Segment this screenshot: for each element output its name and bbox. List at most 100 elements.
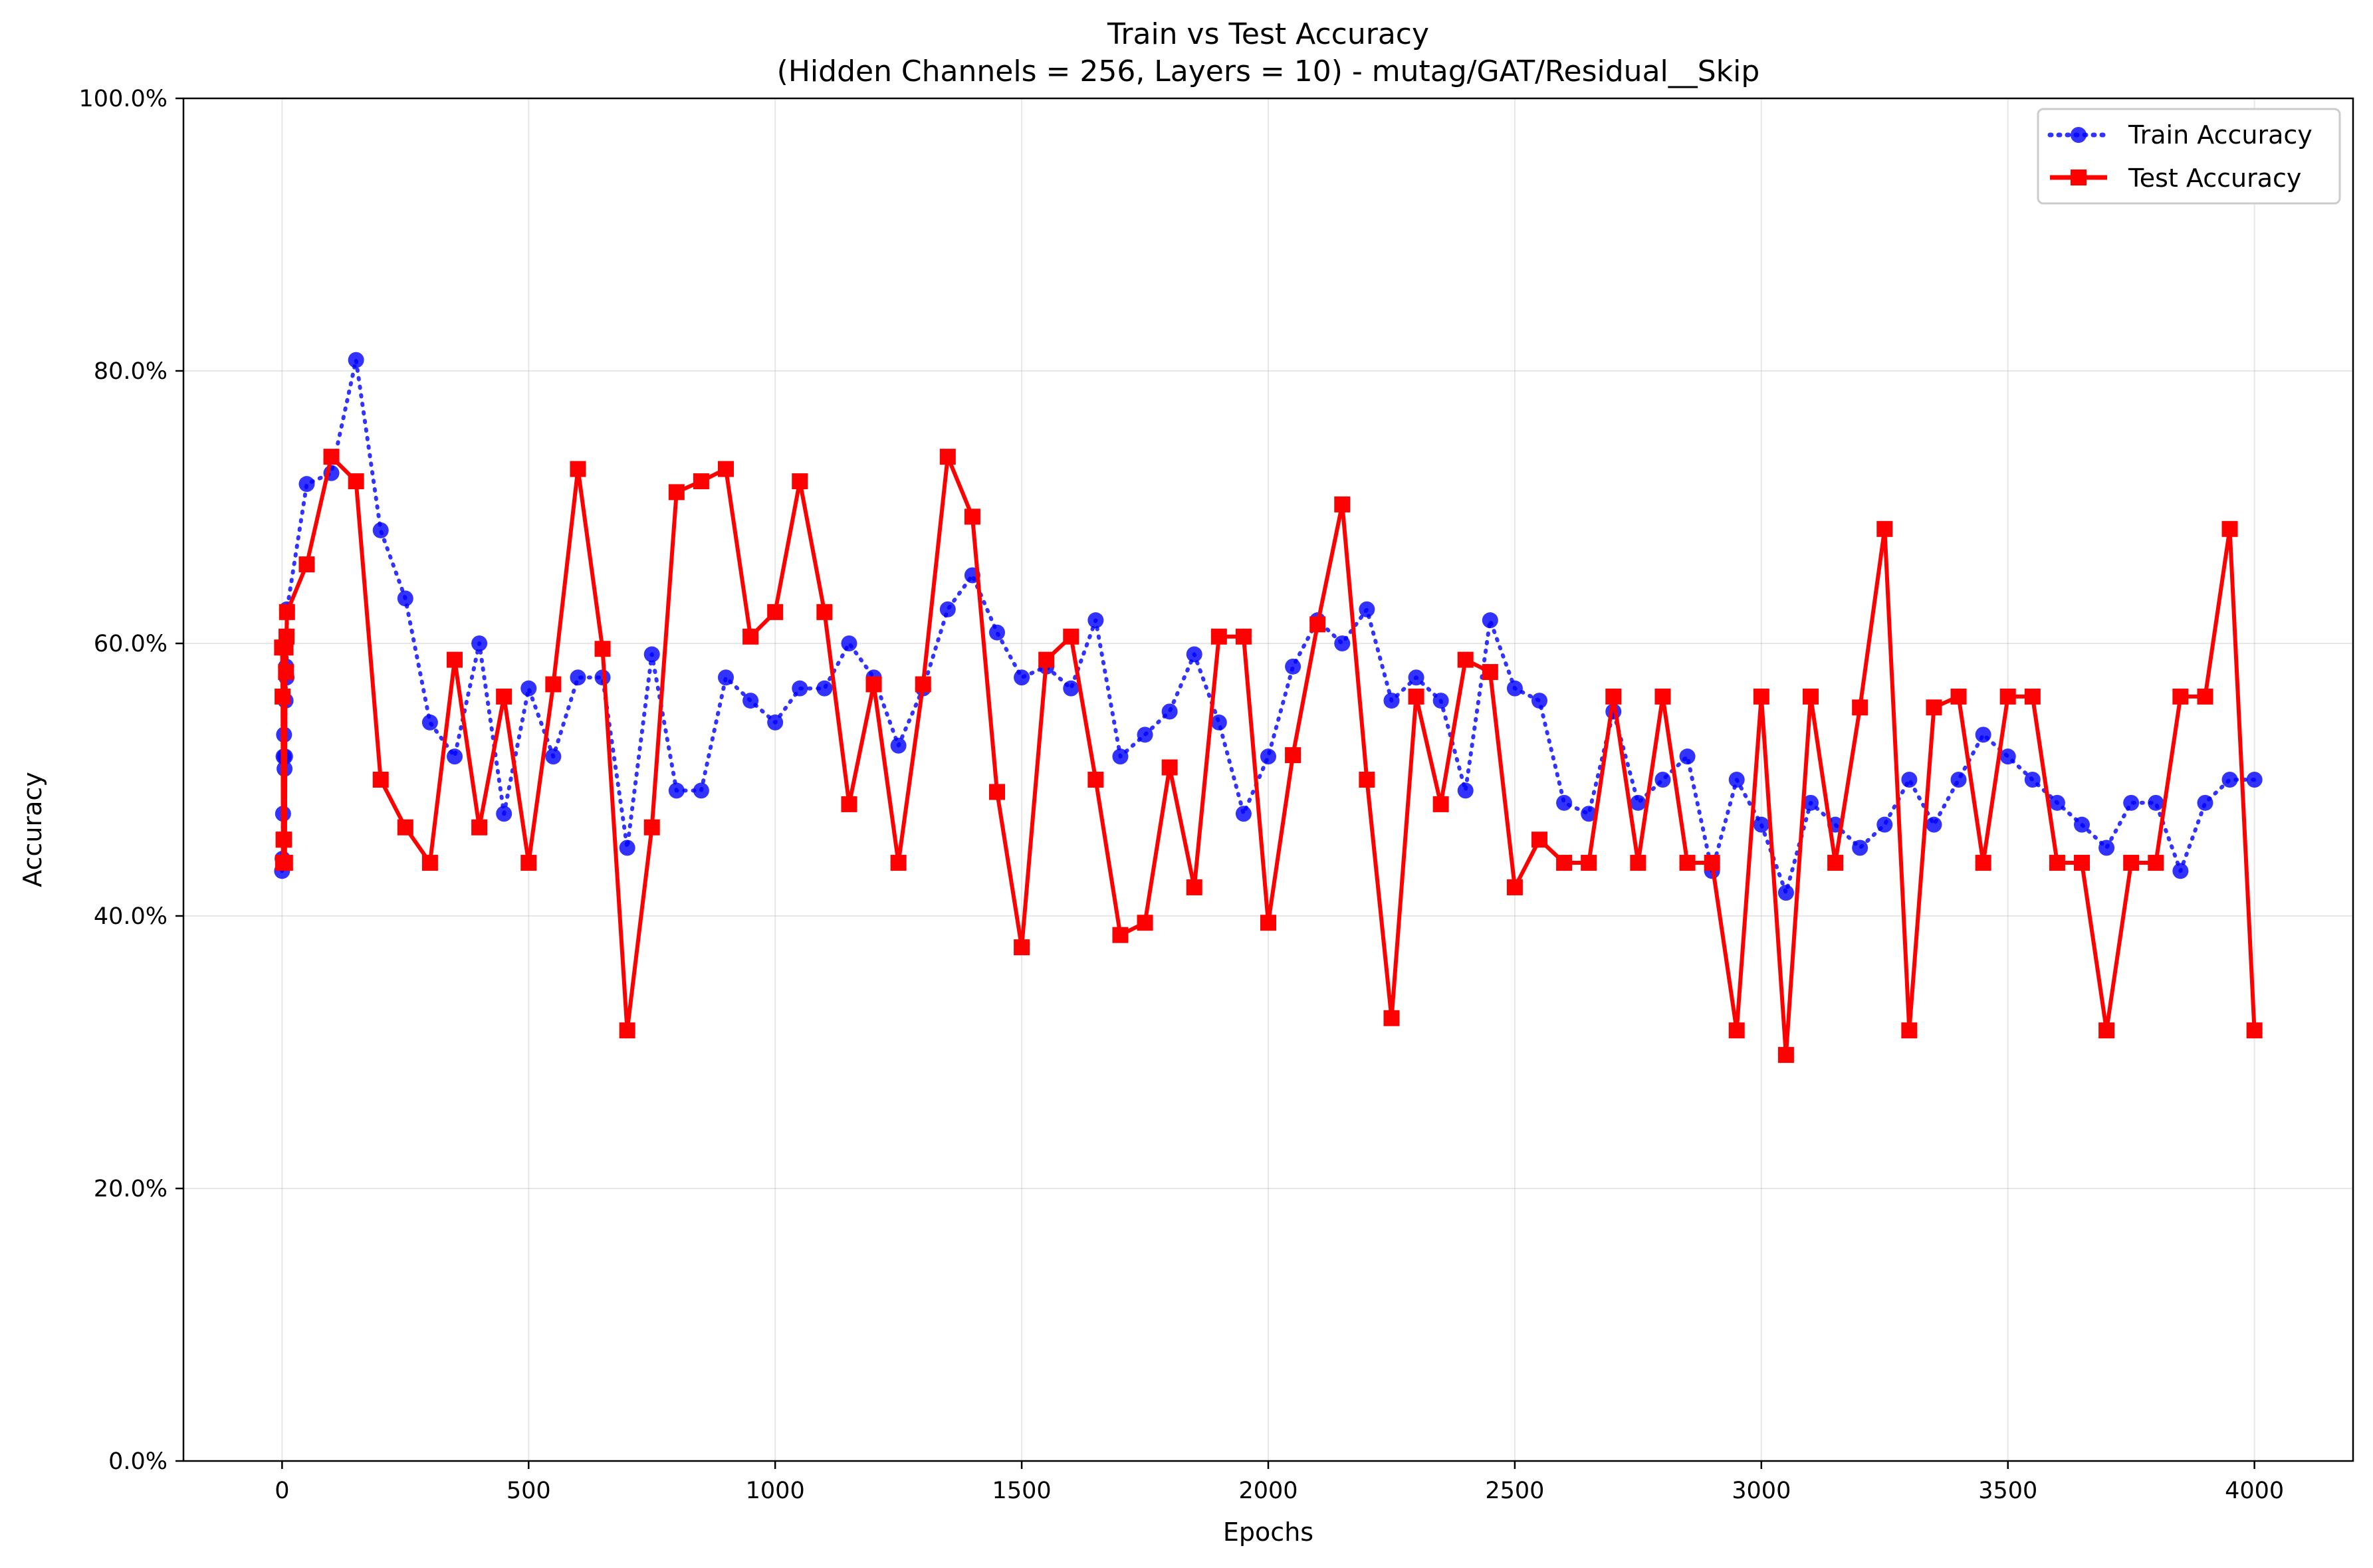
train-point bbox=[1359, 601, 1375, 617]
test-point bbox=[545, 676, 562, 693]
train-point bbox=[1506, 680, 1523, 697]
train-point bbox=[1556, 794, 1573, 811]
y-tick-label: 40.0% bbox=[94, 903, 168, 930]
train-point bbox=[1803, 794, 1819, 811]
train-point bbox=[2197, 794, 2213, 811]
test-point bbox=[841, 796, 857, 812]
train-point bbox=[2148, 794, 2164, 811]
test-point bbox=[276, 832, 292, 848]
test-point bbox=[668, 484, 685, 501]
train-point bbox=[1186, 646, 1202, 663]
x-axis-label: Epochs bbox=[1223, 1517, 1313, 1547]
x-tick-label: 1500 bbox=[992, 1478, 1052, 1504]
test-point bbox=[1235, 628, 1252, 645]
train-point bbox=[643, 646, 660, 663]
test-point bbox=[1581, 855, 1597, 871]
test-point bbox=[619, 1022, 635, 1039]
x-tick-label: 3500 bbox=[1978, 1478, 2037, 1504]
legend-frame bbox=[2037, 108, 2341, 205]
train-point bbox=[1112, 748, 1129, 765]
train-point bbox=[1408, 669, 1424, 686]
test-point bbox=[2172, 688, 2189, 705]
train-point bbox=[1482, 612, 1498, 629]
train-point bbox=[2123, 794, 2140, 811]
train-point bbox=[816, 680, 833, 697]
test-point bbox=[792, 473, 808, 490]
test-point bbox=[643, 819, 660, 836]
test-point bbox=[323, 449, 340, 465]
series-train-accuracy bbox=[274, 352, 2263, 901]
train-point bbox=[2074, 816, 2090, 833]
test-point bbox=[1112, 927, 1129, 943]
test-point bbox=[1852, 699, 1868, 716]
test-point bbox=[964, 508, 980, 525]
train-point bbox=[668, 782, 685, 799]
train-point bbox=[421, 714, 438, 730]
test-point bbox=[767, 604, 784, 620]
test-point bbox=[2221, 520, 2238, 537]
axes: 0 500 1000 1500 2000 2500 3000 3500 4000 0.0% 20.0… bbox=[79, 86, 2354, 1504]
test-point bbox=[1087, 772, 1104, 788]
train-point bbox=[1975, 727, 1991, 743]
test-point bbox=[1309, 616, 1326, 633]
chart-subtitle: (Hidden Channels = 256, Layers = 10) - m… bbox=[777, 55, 1760, 88]
test-point bbox=[421, 855, 438, 871]
test-point bbox=[2049, 855, 2065, 871]
test-point bbox=[1531, 832, 1547, 848]
test-point bbox=[2024, 688, 2041, 705]
train-point bbox=[1087, 612, 1104, 629]
test-point bbox=[1137, 915, 1153, 931]
y-tick-label: 60.0% bbox=[94, 631, 168, 657]
test-point bbox=[1803, 688, 1819, 705]
test-point bbox=[520, 855, 537, 871]
plot-series bbox=[274, 352, 2263, 1064]
test-point bbox=[1654, 688, 1671, 705]
test-point bbox=[742, 628, 759, 645]
train-point bbox=[619, 840, 635, 856]
train-point bbox=[742, 693, 759, 709]
test-point bbox=[1827, 855, 1844, 871]
legend-label-train: Train Accuracy bbox=[2128, 120, 2313, 150]
test-point bbox=[693, 473, 709, 490]
test-point bbox=[275, 688, 291, 705]
train-point bbox=[1383, 693, 1400, 709]
test-point bbox=[1482, 664, 1498, 681]
train-point bbox=[447, 748, 463, 765]
test-point bbox=[915, 676, 931, 693]
test-point bbox=[939, 449, 956, 465]
test-point bbox=[2148, 855, 2164, 871]
x-tick-label: 4000 bbox=[2225, 1478, 2284, 1504]
train-point bbox=[1728, 772, 1745, 788]
test-point bbox=[1679, 855, 1696, 871]
test-point bbox=[348, 473, 364, 490]
test-point bbox=[989, 784, 1005, 800]
train-point bbox=[2049, 794, 2065, 811]
test-point bbox=[1506, 879, 1523, 895]
test-point bbox=[816, 604, 833, 620]
test-point bbox=[496, 688, 512, 705]
test-point bbox=[397, 819, 413, 836]
train-point bbox=[1285, 658, 1301, 675]
train-point bbox=[1999, 748, 2016, 765]
train-point bbox=[2172, 863, 2189, 879]
test-point bbox=[298, 556, 315, 573]
train-point bbox=[1630, 794, 1646, 811]
test-point bbox=[1063, 628, 1079, 645]
test-point bbox=[594, 641, 611, 657]
train-point bbox=[372, 522, 389, 538]
test-point bbox=[1901, 1022, 1918, 1039]
test-point bbox=[1950, 688, 1967, 705]
train-point bbox=[1531, 693, 1547, 709]
y-tick-label: 80.0% bbox=[94, 358, 168, 385]
test-point bbox=[890, 855, 907, 871]
test-point bbox=[1161, 759, 1178, 776]
test-point bbox=[279, 628, 295, 645]
train-point bbox=[545, 748, 562, 765]
legend: Train Accuracy Test Accuracy bbox=[2037, 108, 2341, 205]
y-tick-label: 0.0% bbox=[108, 1448, 168, 1475]
train-point bbox=[1654, 772, 1671, 788]
train-point bbox=[1581, 806, 1597, 822]
